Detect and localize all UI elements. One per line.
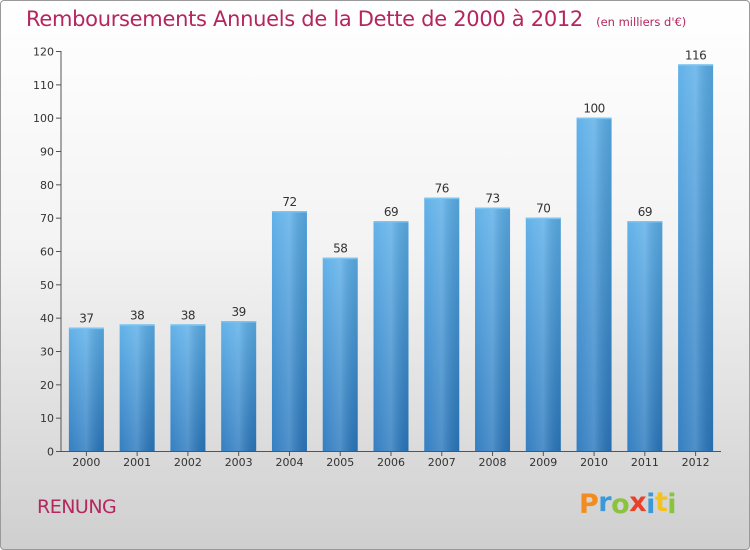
chart-title-block: Remboursements Annuels de la Dette de 20… [26,7,686,31]
x-tick-label: 2011 [631,456,659,469]
bar-shine [525,217,561,451]
bar-top-edge [373,221,409,223]
x-tick-label: 2010 [580,456,608,469]
y-tick-label: 50 [40,279,54,292]
x-tick-label: 2001 [123,456,151,469]
bar-top-edge [576,117,612,120]
logo-letter: i [646,489,655,520]
bar-top-edge [424,197,460,200]
chart-subtitle: (en milliers d'€) [596,15,687,29]
y-tick-label: 0 [47,446,54,459]
bar-value-label: 116 [685,48,706,62]
y-tick-label: 20 [40,379,54,392]
bars-group: 37 38 38 39 72 58 69 76 73 70 100 69 116 [68,48,714,452]
logo-letter: x [629,487,647,518]
x-tick-label: 2009 [529,456,557,469]
bar-value-label: 69 [384,205,398,219]
logo-letter: r [598,487,612,518]
bar-shine [475,207,511,451]
bar-shine [627,221,663,451]
y-axis: 0 10 20 30 40 50 60 70 80 90 100 110 120 [33,46,62,459]
bar-top-edge [525,217,561,220]
bar-top-edge [68,327,104,330]
bar-shine [424,197,460,451]
x-tick-label: 2003 [225,456,253,469]
bar-value-label: 38 [181,308,195,322]
bar-top-edge [170,324,206,326]
x-tick-label: 2000 [72,456,100,469]
bar-value-label: 73 [485,192,499,206]
x-axis: 2000 2001 2002 2003 2004 2005 2006 2007 2008 2009… [61,451,721,469]
bar-top-edge [221,321,257,323]
logo-letter: o [611,489,630,520]
bar-shine [322,257,358,451]
bar-shine [221,321,257,451]
bar-top-edge [475,207,511,210]
x-tick-label: 2002 [174,456,202,469]
y-tick-label: 100 [33,112,54,125]
bar-value-label: 70 [536,202,550,216]
bar-value-label: 100 [583,102,604,116]
bar-shine [576,117,612,452]
bar-top-edge [627,221,663,223]
bar-shine [119,324,155,451]
bar-shine [678,64,714,452]
x-tick-label: 2007 [428,456,456,469]
y-tick-label: 90 [40,146,54,159]
x-tick-label: 2004 [275,456,303,469]
x-tick-label: 2005 [326,456,354,469]
bar-value-label: 69 [638,205,652,219]
logo-letter: t [654,487,668,518]
y-tick-label: 30 [40,346,54,359]
bar-shine [271,211,307,451]
y-tick-label: 120 [33,46,54,59]
bar-value-label: 72 [282,195,296,209]
bar-shine [373,221,409,451]
bar-top-edge [271,211,307,213]
bar-top-edge [119,324,155,326]
y-tick-label: 80 [40,179,54,192]
y-tick-label: 10 [40,412,54,425]
bar-value-label: 39 [232,305,246,319]
bar-shine [68,327,104,451]
y-tick-label: 60 [40,246,54,259]
bar-value-label: 58 [333,242,347,256]
x-tick-label: 2008 [479,456,507,469]
bar-value-label: 76 [435,182,449,196]
bar-shine [170,324,206,451]
y-tick-label: 70 [40,212,54,225]
y-tick-label: 40 [40,312,54,325]
commune-name: RENUNG [37,496,117,518]
logo-letter: i [667,489,677,520]
bar-top-edge [322,257,358,260]
bar-value-label: 37 [79,312,93,326]
x-tick-label: 2012 [682,456,710,469]
x-tick-label: 2006 [377,456,405,469]
y-tick-label: 110 [33,79,54,92]
bar-top-edge [678,64,714,66]
logo-letter: P [579,489,599,520]
chart-title: Remboursements Annuels de la Dette de 20… [26,7,583,31]
proxiti-logo: Proxiti [579,487,677,520]
bar-value-label: 38 [130,308,144,322]
